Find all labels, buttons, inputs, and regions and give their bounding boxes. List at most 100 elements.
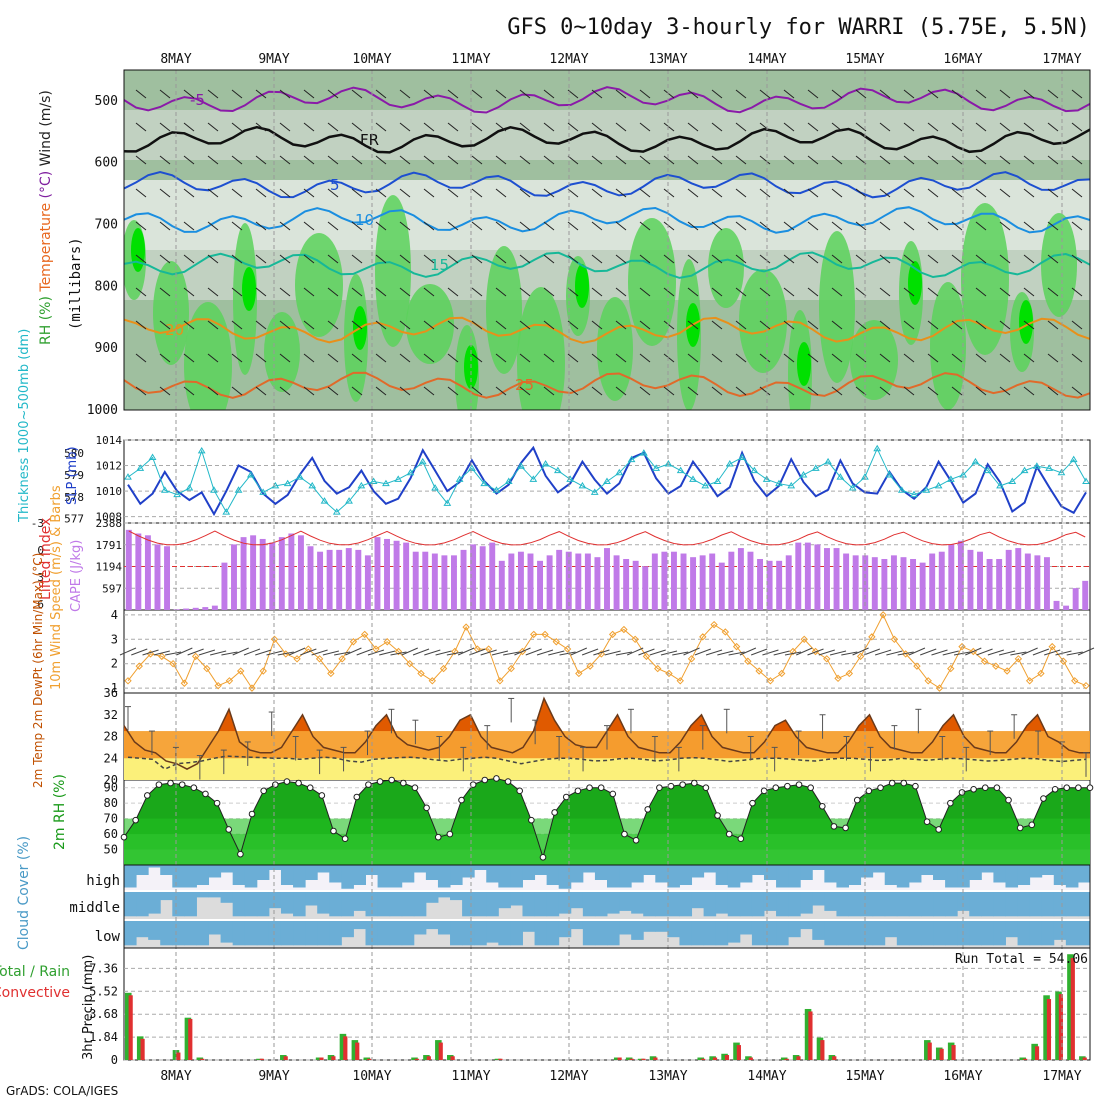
precip-convective-bar [1023,1058,1028,1060]
cloud-cell [582,865,596,873]
wind-barb-10m [491,650,509,656]
cloud-cell [425,921,439,930]
thickness-point [394,475,403,482]
wind-barb [855,254,867,264]
wind-barb [615,254,627,264]
wind-barb-10m [694,648,711,656]
wind-speed-point [777,669,786,678]
cloud-cell [824,865,837,883]
wind-speed-point [180,679,189,687]
wind-barb [591,386,603,396]
rh-moist-cell [708,228,744,308]
rh-point [423,804,430,812]
cloud-cell [1005,921,1019,938]
isotherm-line [124,206,1090,234]
cape-bar [661,551,668,610]
wind-barb [159,122,171,132]
wind-barb [1023,221,1035,231]
cloud-cell [474,865,487,870]
wind-barb-10m [469,648,486,656]
wind-barb [711,122,723,132]
cape-bar [804,542,811,610]
precip-convective-bar [832,1056,837,1060]
precip-convective-ylabel: Convective [0,985,70,1001]
wind-barb [759,122,771,132]
cape-bar [871,557,878,610]
wind-speed-point [124,677,132,685]
precip-total-bar [196,1057,204,1060]
wind-speed-point [1082,681,1090,690]
cloud-cell [1053,892,1067,917]
wind-barb [591,254,603,264]
wind-barb [495,188,507,198]
wind-barb [975,386,987,396]
cape-bar [374,537,381,610]
cloud-cell [703,892,717,917]
cloud-cell [619,892,632,911]
precip-total-bar [172,1050,180,1060]
wind-barb [279,122,291,132]
cape-bar [240,537,247,610]
date-label-top: 13MAY [648,52,687,67]
wind-speed-point [259,667,267,675]
wind-barb [591,155,603,165]
wind-barb [471,254,483,264]
wind-speed-point [913,662,921,670]
wind-barb [783,386,795,396]
wind-barb [255,353,267,363]
precip-tick: 7.36 [89,961,118,975]
cloud-cell [389,892,403,917]
wind-barb [399,287,411,297]
wind-barb [327,287,339,297]
rh-moist-cell [486,246,522,374]
wind-barb [639,188,651,198]
wind-barb [879,353,891,363]
wind-barb [1047,287,1059,297]
rh-point [958,789,966,796]
rh-point [528,816,535,824]
wind-barb-10m [548,650,565,656]
rh-point [725,830,733,838]
pressure-tick: 700 [95,218,118,233]
footer-credit: GrADS: COLA/IGES [6,1084,118,1098]
cape-bar [164,546,171,610]
rh-point [923,818,931,826]
rh-tick: 80 [104,796,118,810]
wind-barb [471,221,483,231]
thickness-point [947,475,955,482]
rh-point [516,787,524,795]
cloud-cell [691,892,705,909]
wind-barb-10m [863,648,881,656]
rh-point [190,784,198,792]
wind-speed-point [1014,655,1023,663]
wind-barb [351,287,363,297]
wind-barb [687,89,699,99]
cloud-cell [1041,921,1055,946]
wind-barb [951,353,963,363]
cloud-cell [534,892,548,917]
cloud-cell [872,892,886,917]
wind-tick: 2 [111,657,118,671]
rh-point [947,799,954,807]
cloud-cell [1053,865,1067,885]
cape-bar [833,548,840,610]
isotherm-label: FR [360,131,379,149]
rh-point [295,779,302,787]
isotherm-line [124,170,1090,199]
cape-tick: 1194 [96,561,123,574]
cloud-cell [933,865,946,880]
wind-speed-point [158,652,166,661]
rh-point [493,775,500,782]
wind-barb-10m [717,650,734,656]
wind-barb [951,122,963,132]
thickness-point [369,477,378,484]
wind-barb [303,188,315,198]
date-label-top: 14MAY [747,52,786,67]
wind-barb [831,188,843,198]
cloud-cell [619,921,632,935]
wind-barb [447,155,459,165]
precip-convective-bar [343,1036,348,1060]
wind-barb-10m [818,649,835,656]
precip-convective-bar [426,1056,431,1060]
wind-barb [303,122,315,132]
